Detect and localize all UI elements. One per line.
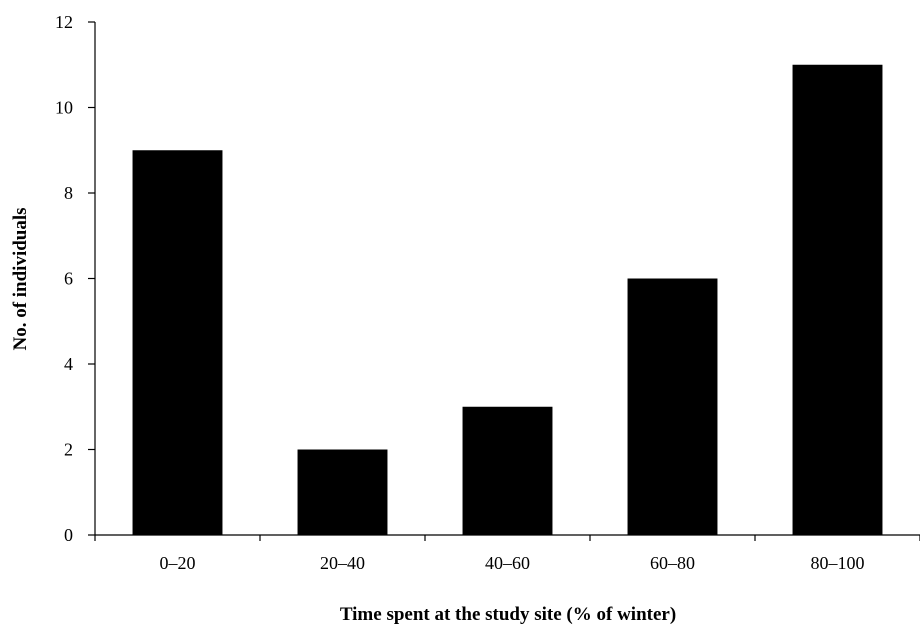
y-axis-title: No. of individuals	[10, 207, 31, 350]
y-tick-label: 6	[64, 269, 73, 289]
y-tick-label: 2	[64, 440, 73, 460]
x-axis: 0–20 20–40 40–60 60–80 80–100	[94, 534, 920, 573]
y-tick-label: 10	[55, 98, 73, 118]
y-tick-label: 8	[64, 183, 73, 203]
x-axis-title: Time spent at the study site (% of winte…	[340, 604, 676, 625]
bar	[792, 64, 883, 535]
y-tick-label: 4	[64, 354, 73, 374]
x-tick-label: 80–100	[811, 553, 865, 573]
bar	[462, 406, 553, 535]
x-tick-label: 40–60	[485, 553, 530, 573]
bars	[132, 64, 883, 535]
y-tick-label: 0	[64, 525, 73, 545]
bar	[627, 278, 718, 535]
bar	[132, 150, 223, 535]
x-tick-label: 0–20	[160, 553, 196, 573]
y-axis: 0 2 4 6 8 10 12	[55, 12, 96, 545]
x-tick-label: 60–80	[650, 553, 695, 573]
bar	[297, 449, 388, 535]
y-tick-label: 12	[55, 12, 73, 32]
x-tick-label: 20–40	[320, 553, 365, 573]
